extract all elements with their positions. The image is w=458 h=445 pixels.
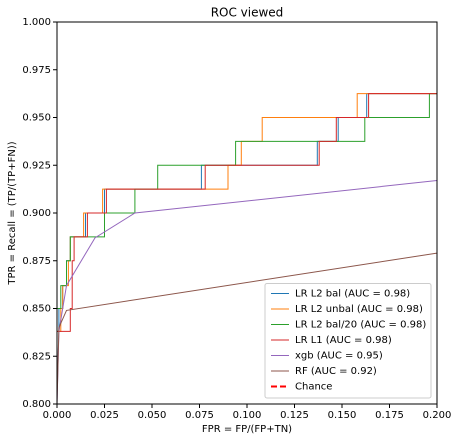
legend-label: RF (AUC = 0.92)	[295, 366, 377, 377]
chart-title: ROC viewed	[211, 6, 284, 20]
legend-label: LR L2 unbal (AUC = 0.98)	[295, 304, 423, 315]
roc-curve	[57, 93, 437, 404]
y-tick-label: 0.800	[22, 399, 51, 410]
x-tick-label: 0.075	[185, 410, 214, 421]
y-tick-label: 0.875	[22, 256, 51, 267]
x-tick-label: 0.175	[375, 410, 404, 421]
roc-curve	[57, 93, 437, 404]
legend-label: LR L2 bal (AUC = 0.98)	[295, 289, 410, 300]
y-tick-label: 0.975	[22, 65, 51, 76]
y-tick-label: 0.900	[22, 208, 51, 219]
y-tick-label: 0.850	[22, 304, 51, 315]
x-tick-label: 0.025	[90, 410, 119, 421]
y-axis-label: TPR = Recall = (TP/(TP+FN))	[7, 141, 18, 285]
x-tick-label: 0.200	[423, 410, 452, 421]
plot-frame	[56, 21, 438, 405]
x-tick-label: 0.125	[280, 410, 309, 421]
x-tick-label: 0.000	[43, 410, 72, 421]
legend-label: Chance	[295, 382, 332, 393]
y-tick-label: 0.925	[22, 160, 51, 171]
x-tick-label: 0.150	[328, 410, 357, 421]
legend-box	[264, 283, 432, 399]
y-tick-label: 1.000	[22, 17, 51, 28]
y-tick-label: 0.950	[22, 113, 51, 124]
legend-label: LR L1 (AUC = 0.98)	[295, 335, 392, 346]
legend-label: xgb (AUC = 0.95)	[295, 351, 383, 362]
x-tick-label: 0.050	[138, 410, 167, 421]
plot-lines	[57, 93, 437, 404]
legend-label: LR L2 bal/20 (AUC = 0.98)	[295, 320, 426, 331]
y-tick-label: 0.825	[22, 351, 51, 362]
roc-curve	[57, 252, 437, 404]
x-tick-label: 0.100	[233, 410, 262, 421]
x-axis-label: FPR = FP/(FP+TN)	[202, 424, 292, 435]
